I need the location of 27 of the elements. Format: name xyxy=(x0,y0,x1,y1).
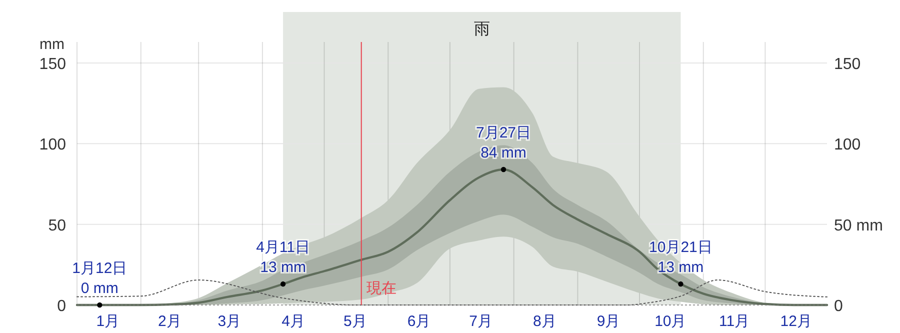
x-tick-label: 11月 xyxy=(718,313,750,330)
y-tick-label: 150 xyxy=(39,56,66,73)
x-tick-label: 12月 xyxy=(780,313,812,330)
x-tick-label: 9月 xyxy=(596,313,620,330)
y-tick-label: 0 xyxy=(57,298,66,315)
annotation: 4月11日 13 mm xyxy=(256,239,310,276)
y2-tick-label: 100 xyxy=(834,136,861,154)
ref-line-label: 現在 xyxy=(366,280,396,297)
annotation: 10月21日 13 mm xyxy=(649,239,712,276)
x-tick-label: 5月 xyxy=(343,313,367,330)
y2-tick-label: 0 xyxy=(834,298,843,315)
y2-tick-label: 150 xyxy=(834,56,861,73)
y2-tick-label: 50 mm xyxy=(834,217,883,234)
y-tick-label: 50 xyxy=(48,217,66,234)
x-tick-label: 2月 xyxy=(158,313,182,330)
band-label: 雨 xyxy=(474,21,490,38)
x-tick-label: 8月 xyxy=(533,313,556,330)
x-tick-label: 6月 xyxy=(407,313,431,330)
annotation: 7月27日 84 mm xyxy=(476,124,532,162)
x-tick-label: 3月 xyxy=(218,313,242,330)
y-axis-title: mm xyxy=(40,36,64,53)
x-tick-label: 1月 xyxy=(96,313,120,330)
y-tick-label: 100 xyxy=(39,136,66,154)
x-tick-label: 7月 xyxy=(469,313,493,330)
x-tick-label: 4月 xyxy=(282,313,306,330)
annotation: 1月12日 0 mm xyxy=(72,260,128,297)
x-tick-label: 10月 xyxy=(654,313,686,330)
